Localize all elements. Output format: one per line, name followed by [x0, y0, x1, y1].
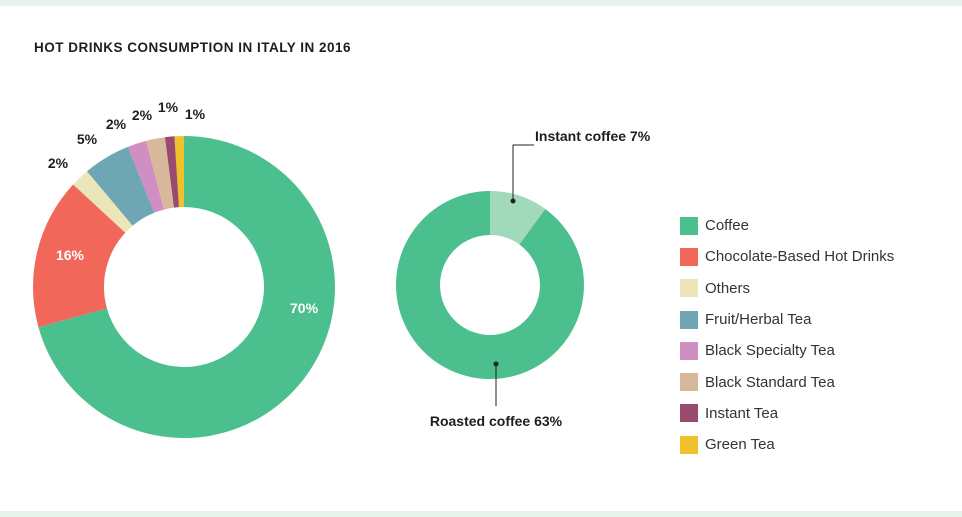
legend-swatch	[680, 404, 698, 423]
label-coffee: 70%	[290, 300, 319, 316]
legend-swatch	[680, 373, 698, 392]
slice-instant-tea	[164, 136, 179, 208]
leader-dot	[510, 198, 516, 204]
legend-label: Coffee	[705, 217, 749, 235]
legend-swatch	[680, 310, 698, 329]
legend-label: Green Tea	[705, 436, 775, 454]
label-black-standard-tea: 2%	[132, 107, 153, 123]
legend-swatch	[680, 435, 698, 454]
slice-coffee	[38, 136, 335, 438]
legend-label: Instant Tea	[705, 404, 779, 422]
label-instant-coffee: Instant coffee 7%	[535, 128, 651, 144]
legend-item: Others	[680, 273, 894, 304]
legend-swatch	[680, 279, 698, 298]
bottom-band	[0, 511, 962, 517]
legend-swatch	[680, 247, 698, 266]
legend-item: Black Specialty Tea	[680, 335, 894, 366]
legend-label: Chocolate-Based Hot Drinks	[705, 248, 895, 266]
slice-fruit-herbal-tea	[86, 146, 155, 226]
label-others: 2%	[48, 155, 69, 171]
legend: Coffee Chocolate-Based Hot Drinks Others Fr…	[680, 210, 894, 460]
legend-label: Black Standard Tea	[705, 373, 835, 391]
legend-item: Coffee	[680, 210, 894, 241]
legend-item: Chocolate-Based Hot Drinks	[680, 241, 894, 272]
legend-label: Others	[705, 279, 751, 297]
slice-others	[73, 171, 133, 233]
slice-green-tea	[174, 136, 184, 208]
legend-label: Fruit/Herbal Tea	[705, 311, 812, 329]
slice-chocolate-based-hot-drinks	[33, 184, 126, 328]
leader-instant	[512, 144, 534, 201]
legend-swatch	[680, 216, 698, 235]
legend-item: Fruit/Herbal Tea	[680, 304, 894, 335]
label-fruit-herbal-tea: 5%	[77, 131, 98, 147]
slice-black-specialty-tea	[127, 140, 164, 213]
chart-title: HOT DRINKS CONSUMPTION IN ITALY IN 2016	[34, 40, 352, 55]
label-black-specialty-tea: 2%	[106, 116, 127, 132]
slice-black-standard-tea	[146, 137, 174, 210]
top-band	[0, 0, 962, 6]
legend-item: Green Tea	[680, 429, 894, 460]
label-green-tea: 1%	[185, 106, 206, 122]
legend-item: Instant Tea	[680, 398, 894, 429]
legend-swatch	[680, 341, 698, 360]
slice-instant-coffee	[490, 191, 546, 245]
label-instant-tea: 1%	[158, 99, 179, 115]
legend-item: Black Standard Tea	[680, 366, 894, 397]
leader-dot	[493, 361, 499, 367]
label-chocolate-based-hot-drinks: 16%	[56, 247, 85, 263]
slice-roasted-coffee	[396, 191, 584, 379]
label-roasted-coffee: Roasted coffee 63%	[430, 413, 563, 429]
legend-label: Black Specialty Tea	[705, 342, 835, 360]
